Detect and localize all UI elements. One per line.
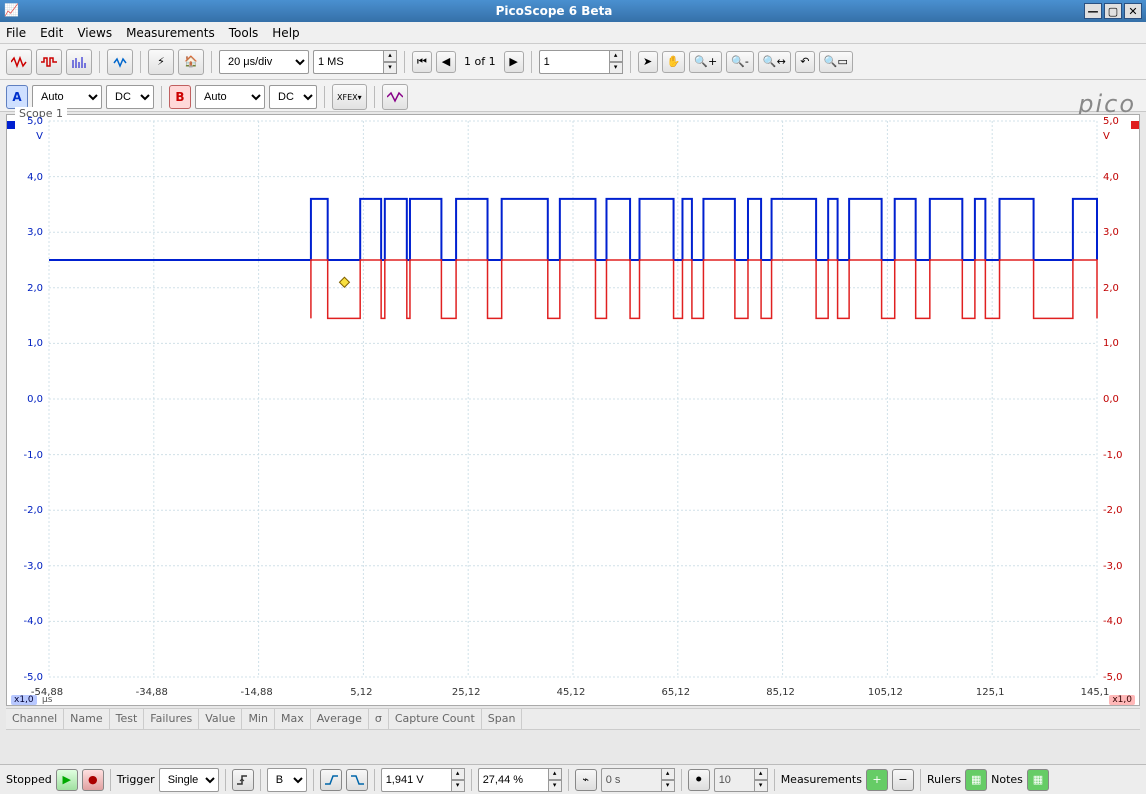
- trigger-label: Trigger: [117, 773, 155, 786]
- col-min[interactable]: Min: [242, 709, 275, 729]
- trigger-edge-button[interactable]: [232, 769, 254, 791]
- maximize-button[interactable]: ▢: [1104, 3, 1122, 19]
- zoom-window-button[interactable]: 🔍▭: [819, 51, 853, 73]
- menu-edit[interactable]: Edit: [40, 26, 63, 40]
- samples-up[interactable]: ▴: [383, 50, 397, 62]
- mode-scope-button[interactable]: [6, 49, 32, 75]
- trigger-count-input[interactable]: [714, 768, 754, 792]
- trigger-mode-select[interactable]: Single: [159, 768, 219, 792]
- pan-tool-button[interactable]: ✋: [662, 51, 686, 73]
- menu-tools[interactable]: Tools: [229, 26, 259, 40]
- channel-a-range-select[interactable]: Auto: [32, 85, 102, 109]
- channel-a-button[interactable]: A: [6, 85, 28, 109]
- titlebar: 📈 PicoScope 6 Beta — ▢ ✕: [0, 0, 1146, 22]
- col-span[interactable]: Span: [482, 709, 523, 729]
- capture-state: Stopped: [6, 773, 52, 786]
- menubar: File Edit Views Measurements Tools Help: [0, 22, 1146, 44]
- page-info: 1 of 1: [460, 55, 500, 68]
- page-index-input[interactable]: [539, 50, 609, 74]
- page-next-button[interactable]: ▶: [504, 51, 524, 73]
- add-measurement-button[interactable]: +: [866, 769, 888, 791]
- trigger-falling-button[interactable]: [346, 769, 368, 791]
- channel-b-button[interactable]: B: [169, 85, 191, 109]
- trigger-rapid-button[interactable]: ⚫: [688, 769, 710, 791]
- home-button[interactable]: 🏠: [178, 49, 204, 75]
- samples-input[interactable]: [313, 50, 383, 74]
- minimize-button[interactable]: —: [1084, 3, 1102, 19]
- menu-help[interactable]: Help: [272, 26, 299, 40]
- menu-measurements[interactable]: Measurements: [126, 26, 215, 40]
- undo-button[interactable]: ↶: [795, 51, 815, 73]
- page-index-up[interactable]: ▴: [609, 50, 623, 62]
- notes-label: Notes: [991, 773, 1023, 786]
- channel-b-coupling-select[interactable]: DC: [269, 85, 317, 109]
- page-index-spinner[interactable]: ▴▾: [539, 50, 623, 74]
- statusbar: Stopped ▶ ● Trigger Single B ▴▾ ▴▾ ⌁ ▴▾ …: [0, 764, 1146, 794]
- start-button[interactable]: ▶: [56, 769, 78, 791]
- trigger-count-spinner[interactable]: ▴▾: [714, 768, 768, 792]
- remove-measurement-button[interactable]: −: [892, 769, 914, 791]
- col-average[interactable]: Average: [311, 709, 369, 729]
- trigger-channel-select[interactable]: B: [267, 768, 307, 792]
- rulers-button[interactable]: ▦: [965, 769, 987, 791]
- zoom-fit-button[interactable]: 🔍↔: [758, 51, 791, 73]
- auto-setup-button[interactable]: [107, 49, 133, 75]
- samples-down[interactable]: ▾: [383, 62, 397, 74]
- stop-button[interactable]: ●: [82, 769, 104, 791]
- col-capture-count[interactable]: Capture Count: [389, 709, 482, 729]
- trigger-pretrigger-input[interactable]: [478, 768, 548, 792]
- timebase-select[interactable]: 20 μs/div: [219, 50, 309, 74]
- trigger-advanced-button[interactable]: ⌁: [575, 769, 597, 791]
- close-button[interactable]: ✕: [1124, 3, 1142, 19]
- menu-views[interactable]: Views: [77, 26, 112, 40]
- zoom-in-button[interactable]: 🔍+: [689, 51, 722, 73]
- pointer-tool-button[interactable]: ➤: [638, 51, 658, 73]
- rulers-label: Rulers: [927, 773, 961, 786]
- page-index-down[interactable]: ▾: [609, 62, 623, 74]
- trigger-level-input[interactable]: [381, 768, 451, 792]
- trigger-pretrigger-spinner[interactable]: ▴▾: [478, 768, 562, 792]
- col-max[interactable]: Max: [275, 709, 311, 729]
- mode-persistence-button[interactable]: [36, 49, 62, 75]
- zoom-out-button[interactable]: 🔍-: [726, 51, 754, 73]
- channel-a-coupling-select[interactable]: DC: [106, 85, 154, 109]
- col-failures[interactable]: Failures: [144, 709, 199, 729]
- measurements-table-header: Channel Name Test Failures Value Min Max…: [6, 708, 1140, 730]
- app-icon: 📈: [4, 3, 20, 19]
- window-title: PicoScope 6 Beta: [24, 4, 1084, 18]
- math-channel-button[interactable]: [382, 84, 408, 110]
- trigger-rising-button[interactable]: [320, 769, 342, 791]
- page-first-button[interactable]: ⏮: [412, 51, 432, 73]
- col-sigma[interactable]: σ: [369, 709, 389, 729]
- trigger-delay-input[interactable]: [601, 768, 661, 792]
- notes-button[interactable]: ▦: [1027, 769, 1049, 791]
- col-name[interactable]: Name: [64, 709, 109, 729]
- serial-decode-button[interactable]: XFEX▾: [332, 84, 367, 110]
- page-prev-button[interactable]: ◀: [436, 51, 456, 73]
- col-channel[interactable]: Channel: [6, 709, 64, 729]
- col-test[interactable]: Test: [110, 709, 145, 729]
- menu-file[interactable]: File: [6, 26, 26, 40]
- signal-gen-button[interactable]: ⚡: [148, 49, 174, 75]
- scope-view[interactable]: Scope 1 5,04,03,02,01,00,0-1,0-2,0-3,0-4…: [6, 114, 1140, 706]
- trigger-delay-spinner[interactable]: ▴▾: [601, 768, 675, 792]
- trigger-level-spinner[interactable]: ▴▾: [381, 768, 465, 792]
- toolbar-channels: A Auto DC B Auto DC XFEX▾: [0, 80, 1146, 112]
- mode-spectrum-button[interactable]: [66, 49, 92, 75]
- col-value[interactable]: Value: [199, 709, 242, 729]
- channel-b-range-select[interactable]: Auto: [195, 85, 265, 109]
- samples-spinner[interactable]: ▴▾: [313, 50, 397, 74]
- toolbar-main: ⚡ 🏠 20 μs/div ▴▾ ⏮ ◀ 1 of 1 ▶ ▴▾ ➤ ✋ 🔍+ …: [0, 44, 1146, 80]
- measurements-label: Measurements: [781, 773, 862, 786]
